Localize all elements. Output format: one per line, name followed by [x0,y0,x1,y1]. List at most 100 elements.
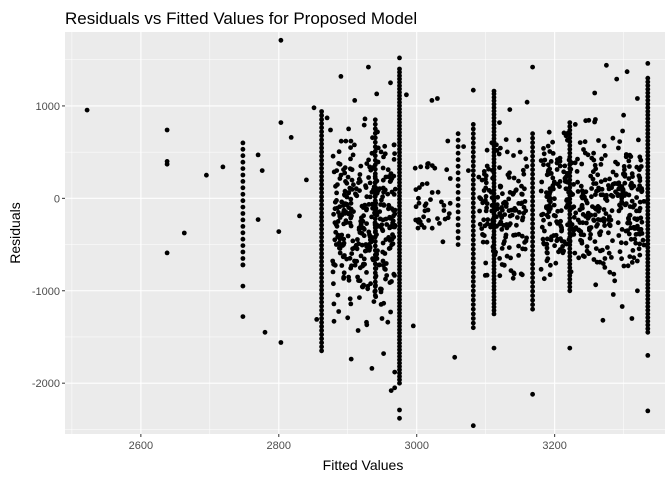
data-point [572,250,578,256]
data-point [319,255,324,260]
data-point [617,202,622,208]
data-point [491,156,497,162]
data-point [372,239,378,244]
data-point [397,330,402,336]
data-point [388,388,394,393]
data-point [470,131,476,137]
data-point [492,252,498,258]
data-point [369,366,375,371]
y-tick-label: 1000 [36,101,60,113]
data-point [615,220,621,226]
data-point [397,277,402,282]
data-point [397,367,402,373]
data-point [259,168,265,174]
data-point [377,186,383,192]
data-point [516,178,521,184]
data-point [582,254,587,259]
data-point [470,246,476,252]
data-point [319,133,324,139]
data-point [567,146,573,152]
data-point [579,240,585,246]
data-point [381,300,387,306]
data-point [589,186,594,191]
data-point [510,191,516,197]
data-point [488,224,493,230]
data-point [565,137,570,143]
data-point [588,212,594,218]
data-point [357,265,363,271]
data-point [633,240,639,246]
data-point [645,274,651,280]
data-point [388,80,393,86]
data-point [397,407,402,413]
data-point [636,173,642,179]
data-point [470,223,476,229]
data-point [576,255,582,261]
data-point [645,171,651,177]
data-point [470,302,476,307]
data-point [397,280,402,286]
data-point [530,131,535,137]
data-point [634,208,639,214]
data-point [379,316,385,321]
data-point [572,160,578,166]
data-point [591,157,597,163]
data-point [352,142,357,148]
data-point [358,163,364,169]
data-point [240,204,246,210]
data-point [620,128,625,134]
data-point [645,61,651,66]
data-point [331,211,336,217]
data-point [356,180,361,186]
data-point [544,212,550,218]
data-point [377,216,383,222]
data-point [353,242,359,248]
data-point [530,279,535,285]
data-point [470,149,476,155]
data-point [336,210,341,215]
data-point [240,166,246,172]
data-point [645,116,651,122]
data-point [361,225,366,231]
data-point [361,122,367,128]
data-point [491,239,497,245]
data-point [622,167,627,173]
data-point [349,263,354,269]
data-point [319,194,324,200]
data-point [397,103,402,109]
data-point [595,204,601,209]
data-point [348,301,354,307]
data-point [610,169,616,175]
data-point [358,253,364,259]
data-point [445,138,451,144]
data-point [429,190,435,195]
data-point [524,164,530,169]
data-point [240,243,246,249]
data-point [333,222,339,228]
data-point [397,344,402,349]
y-tick-label: 0 [54,193,60,205]
data-point [530,243,535,249]
data-point [637,252,643,258]
data-point [564,171,570,176]
data-point [470,140,476,146]
data-point [397,183,402,189]
data-point [397,357,402,363]
data-point [637,241,643,247]
data-point [530,266,535,272]
data-point [638,164,644,169]
data-point [391,271,397,277]
data-point [530,248,535,254]
data-point [539,179,545,185]
data-point [530,158,535,164]
data-point [600,317,606,323]
data-point [347,185,353,191]
data-point [602,223,607,229]
data-point [645,112,651,118]
data-point [491,308,497,313]
data-point [343,201,349,207]
data-point [629,316,635,321]
data-point [319,157,324,163]
data-point [580,220,586,226]
data-point [470,297,476,303]
